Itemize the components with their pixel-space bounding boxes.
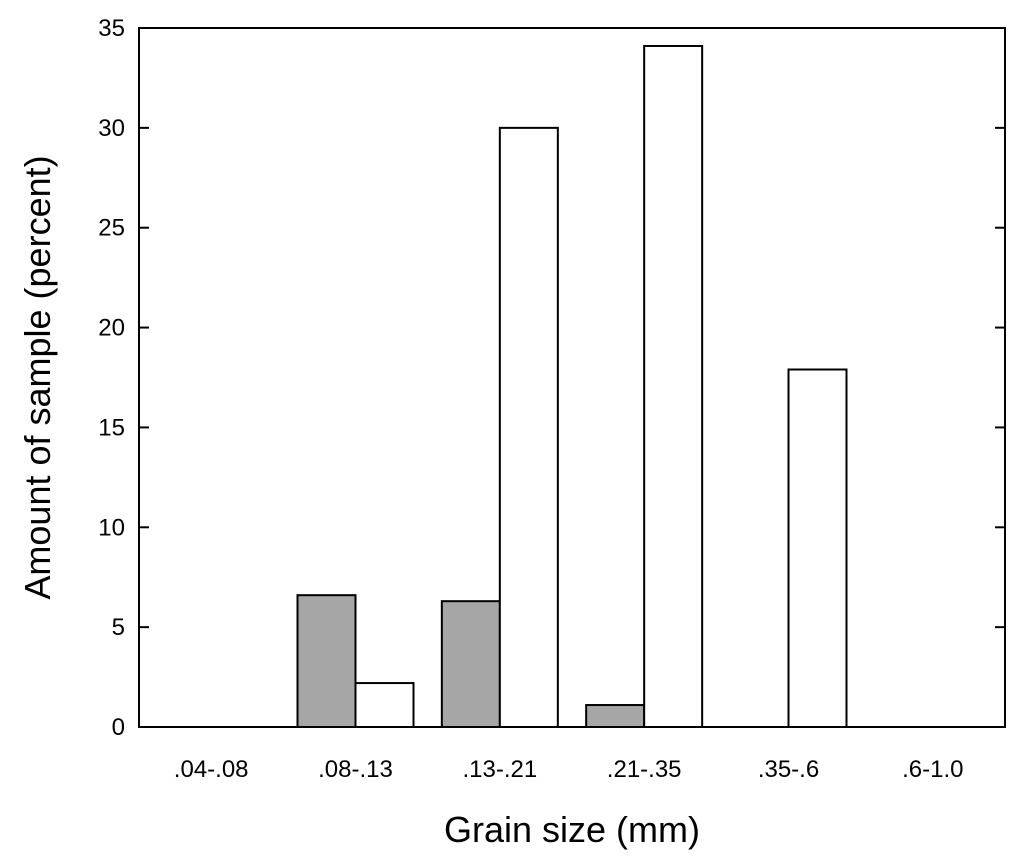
bar-series-2-4 [643, 44, 704, 728]
y-tick-label: 0 [112, 714, 125, 741]
y-tick-label: 20 [98, 315, 125, 342]
x-tick-label: .6-1.0 [902, 756, 963, 783]
x-tick-label: .04-.08 [174, 756, 249, 783]
y-axis-title: Amount of sample (percent) [17, 155, 58, 599]
x-axis-title: Grain size (mm) [444, 809, 700, 850]
bar-series-1-3 [440, 600, 501, 728]
x-tick-label: .08-.13 [318, 756, 393, 783]
y-tick-label: 30 [98, 115, 125, 142]
bar-series-2-5 [787, 368, 848, 728]
x-tick-label: .35-.6 [758, 756, 819, 783]
ticks-layer: 0 5 10 15 20 25 30 35 .04-.08 .08-.13 .13-.21 .21-.… [98, 15, 1005, 783]
bar-series-2-2 [354, 682, 415, 729]
bars-layer [296, 44, 848, 729]
bar-series-1-2 [296, 594, 357, 729]
y-tick-label: 35 [98, 15, 125, 42]
plot-frame [138, 27, 1006, 728]
y-tick-label: 10 [98, 514, 125, 541]
bar-series-2-3 [498, 126, 559, 729]
bar-series-1-4 [585, 704, 646, 729]
y-tick-label: 25 [98, 215, 125, 242]
y-tick-label: 5 [112, 614, 125, 641]
x-tick-label: .13-.21 [462, 756, 537, 783]
x-tick-label: .21-.35 [607, 756, 682, 783]
y-tick-label: 15 [98, 414, 125, 441]
